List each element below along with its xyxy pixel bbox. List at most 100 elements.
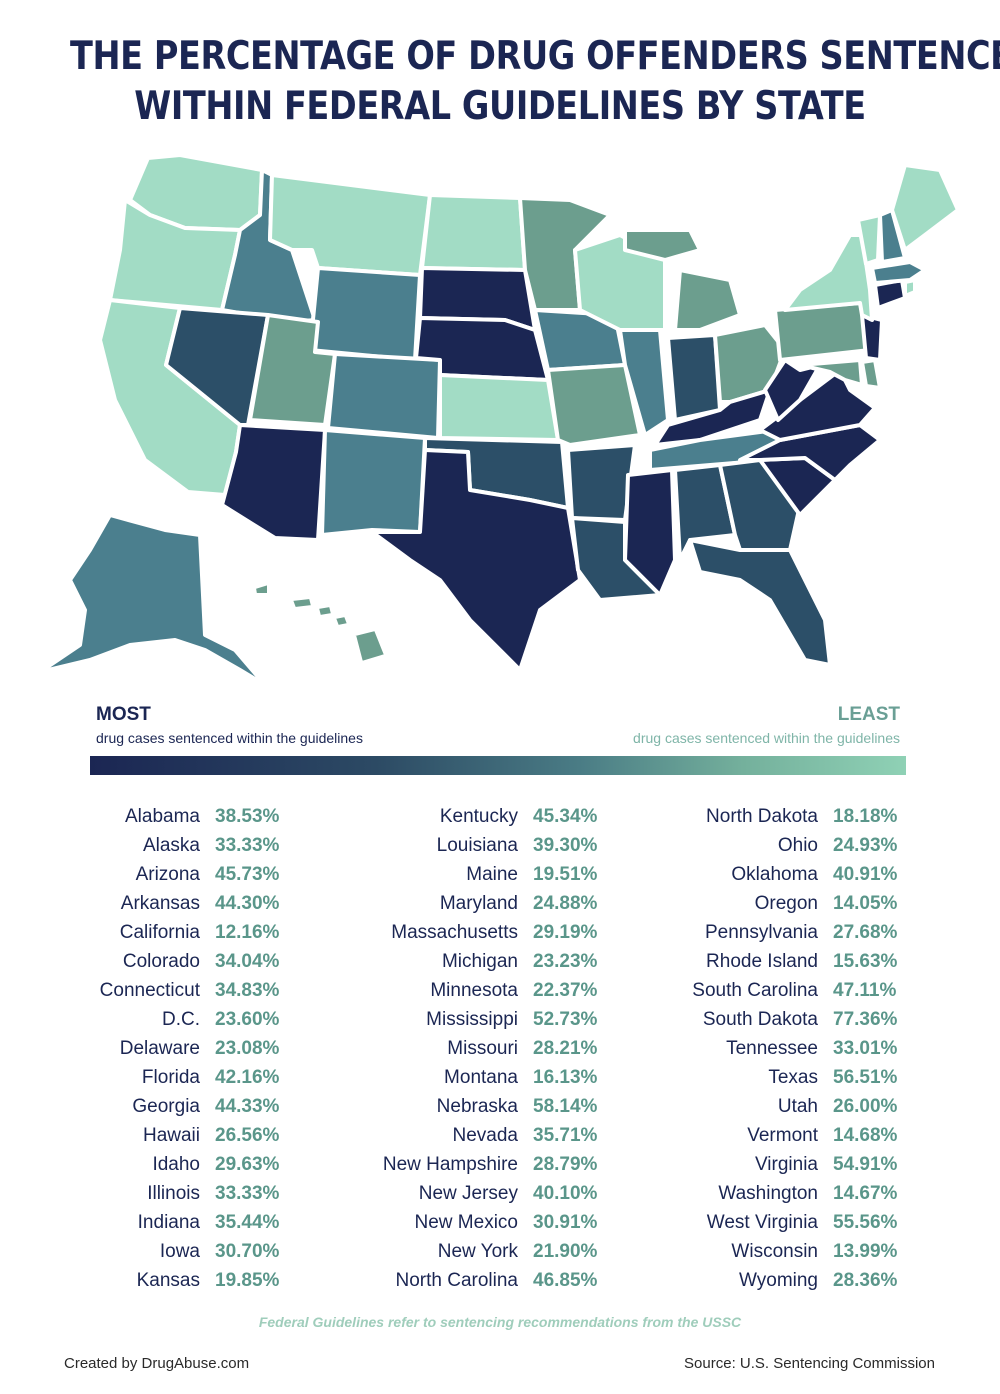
table-row: Utah 26.00% bbox=[678, 1092, 898, 1121]
legend-least-sub: drug cases sentenced within the guidelin… bbox=[633, 730, 900, 746]
state-delaware bbox=[860, 358, 882, 390]
state-mississippi bbox=[623, 468, 677, 597]
state-percentage: 35.71% bbox=[533, 1124, 598, 1146]
state-percentage: 24.88% bbox=[533, 892, 598, 914]
state-percentage: 33.33% bbox=[215, 834, 280, 856]
table-row: Kansas 19.85% bbox=[88, 1266, 280, 1295]
table-row: Massachusetts 29.19% bbox=[370, 918, 597, 947]
state-massachusetts bbox=[870, 260, 927, 285]
source-text: Source: U.S. Sentencing Commission bbox=[684, 1355, 935, 1372]
state-name: North Dakota bbox=[706, 805, 818, 827]
state-name: Nevada bbox=[452, 1124, 519, 1146]
state-percentage: 34.04% bbox=[215, 950, 280, 972]
state-percentage: 58.14% bbox=[533, 1095, 598, 1117]
table-row: Maine 19.51% bbox=[370, 860, 597, 889]
state-name: Maine bbox=[466, 863, 518, 885]
table-row: New York 21.90% bbox=[370, 1237, 598, 1266]
state-alaska bbox=[38, 513, 267, 687]
legend-gradient-bar bbox=[90, 756, 906, 775]
state-alabama bbox=[673, 463, 737, 562]
state-percentage: 12.16% bbox=[215, 921, 280, 943]
state-percentage: 18.18% bbox=[833, 805, 898, 827]
table-row: Alabama 38.53% bbox=[88, 802, 279, 831]
state-percentage: 38.53% bbox=[215, 805, 280, 827]
table-row: Wisconsin 13.99% bbox=[678, 1237, 897, 1266]
state-percentage: 27.68% bbox=[833, 921, 898, 943]
state-name: North Carolina bbox=[395, 1269, 519, 1291]
table-row: South Carolina 47.11% bbox=[678, 976, 897, 1005]
table-row: Washington 14.67% bbox=[678, 1179, 897, 1208]
state-name: New York bbox=[437, 1240, 518, 1262]
credit-text: Created by DrugAbuse.com bbox=[64, 1355, 250, 1372]
state-percentage: 23.08% bbox=[215, 1037, 280, 1059]
state-name: D.C. bbox=[162, 1008, 200, 1030]
table-row: Pennsylvania 27.68% bbox=[678, 918, 897, 947]
state-name: Minnesota bbox=[430, 979, 518, 1001]
table-row: Texas 56.51% bbox=[678, 1063, 897, 1092]
table-row: Montana 16.13% bbox=[370, 1063, 597, 1092]
state-wyoming bbox=[308, 266, 422, 362]
state-florida bbox=[688, 538, 832, 667]
table-row: Wyoming 28.36% bbox=[678, 1266, 897, 1295]
table-row: Arkansas 44.30% bbox=[88, 889, 280, 918]
state-percentage: 15.63% bbox=[833, 950, 898, 972]
table-row: Illinois 33.33% bbox=[88, 1179, 279, 1208]
state-arizona bbox=[220, 423, 327, 542]
state-name: Arkansas bbox=[120, 892, 200, 914]
table-row: Iowa 30.70% bbox=[88, 1237, 280, 1266]
state-name: Alaska bbox=[142, 834, 200, 856]
state-percentage: 45.34% bbox=[533, 805, 598, 827]
state-percentage: 30.91% bbox=[533, 1211, 598, 1233]
state-percentage: 47.11% bbox=[833, 979, 897, 1001]
state-new-jersey bbox=[860, 313, 884, 362]
state-percentage: 35.44% bbox=[215, 1211, 280, 1233]
state-percentage: 44.30% bbox=[215, 892, 280, 914]
table-row: New Mexico 30.91% bbox=[370, 1208, 598, 1237]
state-kentucky bbox=[653, 388, 772, 447]
state-maine bbox=[890, 163, 960, 252]
state-percentage: 46.85% bbox=[533, 1269, 598, 1291]
state-percentage: 14.05% bbox=[833, 892, 898, 914]
state-percentage: 29.63% bbox=[215, 1153, 280, 1175]
legend-least-label: LEAST bbox=[837, 704, 900, 725]
table-row: Rhode Island 15.63% bbox=[678, 947, 897, 976]
state-colorado bbox=[326, 352, 442, 440]
state-kansas bbox=[438, 373, 560, 442]
table-row: Colorado 34.04% bbox=[88, 947, 280, 976]
table-row: Nevada 35.71% bbox=[370, 1121, 598, 1150]
state-name: Arizona bbox=[135, 863, 200, 885]
state-name: New Jersey bbox=[418, 1182, 518, 1204]
state-name: Iowa bbox=[159, 1240, 200, 1262]
state-name: Alabama bbox=[125, 805, 200, 827]
state-missouri bbox=[546, 363, 642, 447]
state-percentage: 19.51% bbox=[533, 863, 598, 885]
state-indiana bbox=[666, 333, 722, 422]
state-name: Montana bbox=[444, 1066, 518, 1088]
state-percentage: 14.67% bbox=[833, 1182, 898, 1204]
state-north-dakota bbox=[420, 193, 527, 272]
table-row: D.C. 23.60% bbox=[88, 1005, 279, 1034]
state-name: Wisconsin bbox=[731, 1240, 818, 1262]
state-name: Georgia bbox=[132, 1095, 200, 1117]
state-name: California bbox=[119, 921, 200, 943]
state-percentage: 28.21% bbox=[533, 1037, 598, 1059]
state-name: South Dakota bbox=[702, 1008, 818, 1030]
state-name: Oklahoma bbox=[731, 863, 818, 885]
state-name: Colorado bbox=[122, 950, 200, 972]
state-name: Washington bbox=[718, 1182, 818, 1204]
state-percentage: 44.33% bbox=[215, 1095, 280, 1117]
table-row: New Hampshire 28.79% bbox=[370, 1150, 598, 1179]
state-name: Texas bbox=[768, 1066, 818, 1088]
state-name: Idaho bbox=[152, 1153, 200, 1175]
table-row: Florida 42.16% bbox=[88, 1063, 280, 1092]
state-name: Wyoming bbox=[738, 1269, 818, 1291]
state-name: Pennsylvania bbox=[704, 921, 818, 943]
state-percentage: 55.56% bbox=[833, 1211, 898, 1233]
legend-most-sub: drug cases sentenced within the guidelin… bbox=[96, 730, 363, 746]
state-name: Kentucky bbox=[439, 805, 518, 827]
title-line-2: WITHIN FEDERAL GUIDELINES BY STATE bbox=[134, 84, 866, 129]
state-percentage: 26.00% bbox=[833, 1095, 898, 1117]
state-name: Kansas bbox=[136, 1269, 200, 1291]
state-percentage: 34.83% bbox=[215, 979, 280, 1001]
state-percentage: 42.16% bbox=[215, 1066, 280, 1088]
